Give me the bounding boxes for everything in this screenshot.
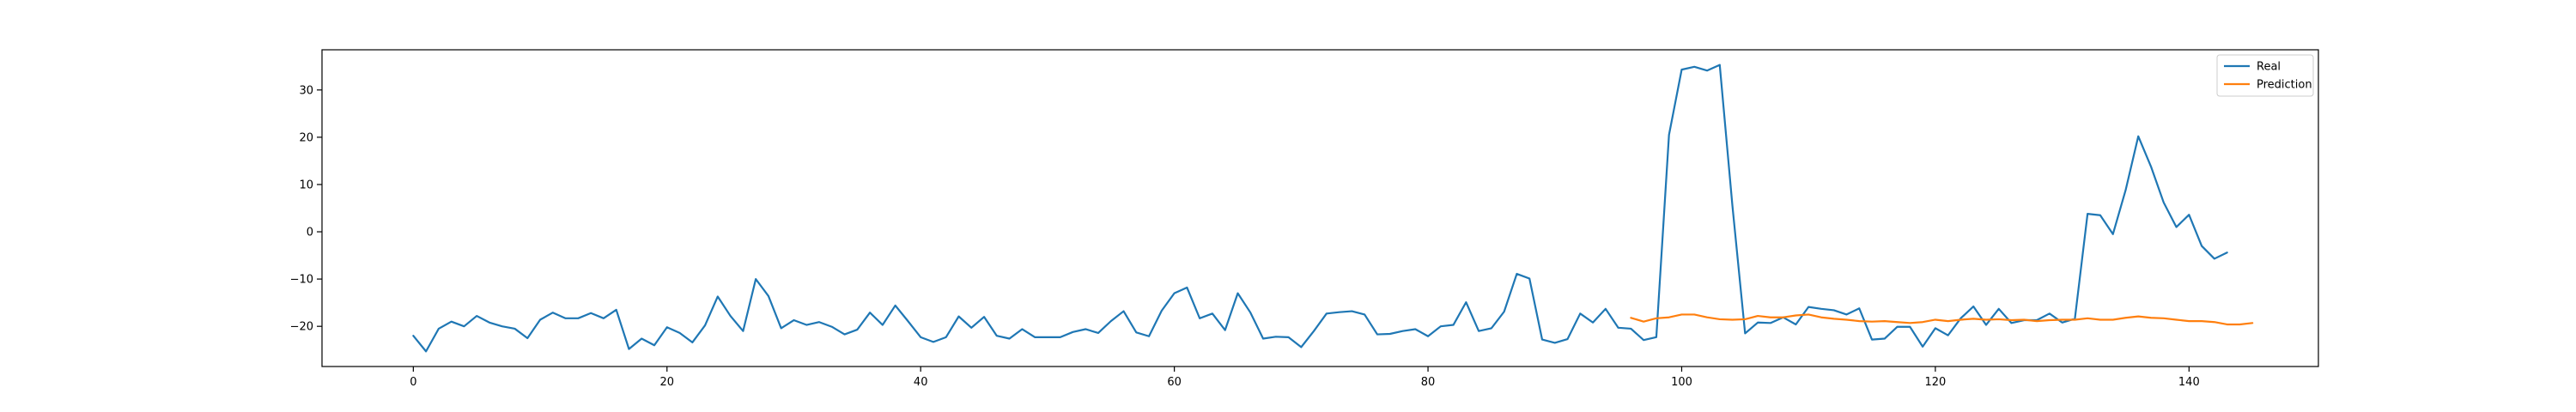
x-tick-label: 140 <box>2178 376 2200 389</box>
axes-layer: 0 20 40 60 80 100 120 140 −20 −10 0 10 20 30 <box>290 49 2319 389</box>
series-line-real <box>412 64 2228 353</box>
y-tick-label: 20 <box>299 131 313 144</box>
x-tick-label: 0 <box>410 376 416 389</box>
series-line-prediction <box>1630 313 2254 326</box>
legend-label-prediction: Prediction <box>2257 79 2312 92</box>
series-layer <box>412 64 2254 353</box>
x-tick-label: 80 <box>1421 376 1436 389</box>
x-tick-label: 20 <box>660 376 675 389</box>
x-tick-label: 40 <box>914 376 928 389</box>
legend-label-real: Real <box>2257 61 2281 74</box>
y-tick-label: −10 <box>290 274 313 287</box>
legend: Real Prediction <box>2216 54 2314 97</box>
plot-frame <box>321 49 2319 367</box>
x-tick-label: 120 <box>1924 376 1946 389</box>
x-tick-label: 60 <box>1167 376 1182 389</box>
y-tick-label: 0 <box>307 227 313 239</box>
y-tick-label: 10 <box>299 179 313 191</box>
y-tick-label: −20 <box>290 321 313 334</box>
x-tick-label: 100 <box>1671 376 1692 389</box>
y-tick-label: 30 <box>299 84 313 97</box>
